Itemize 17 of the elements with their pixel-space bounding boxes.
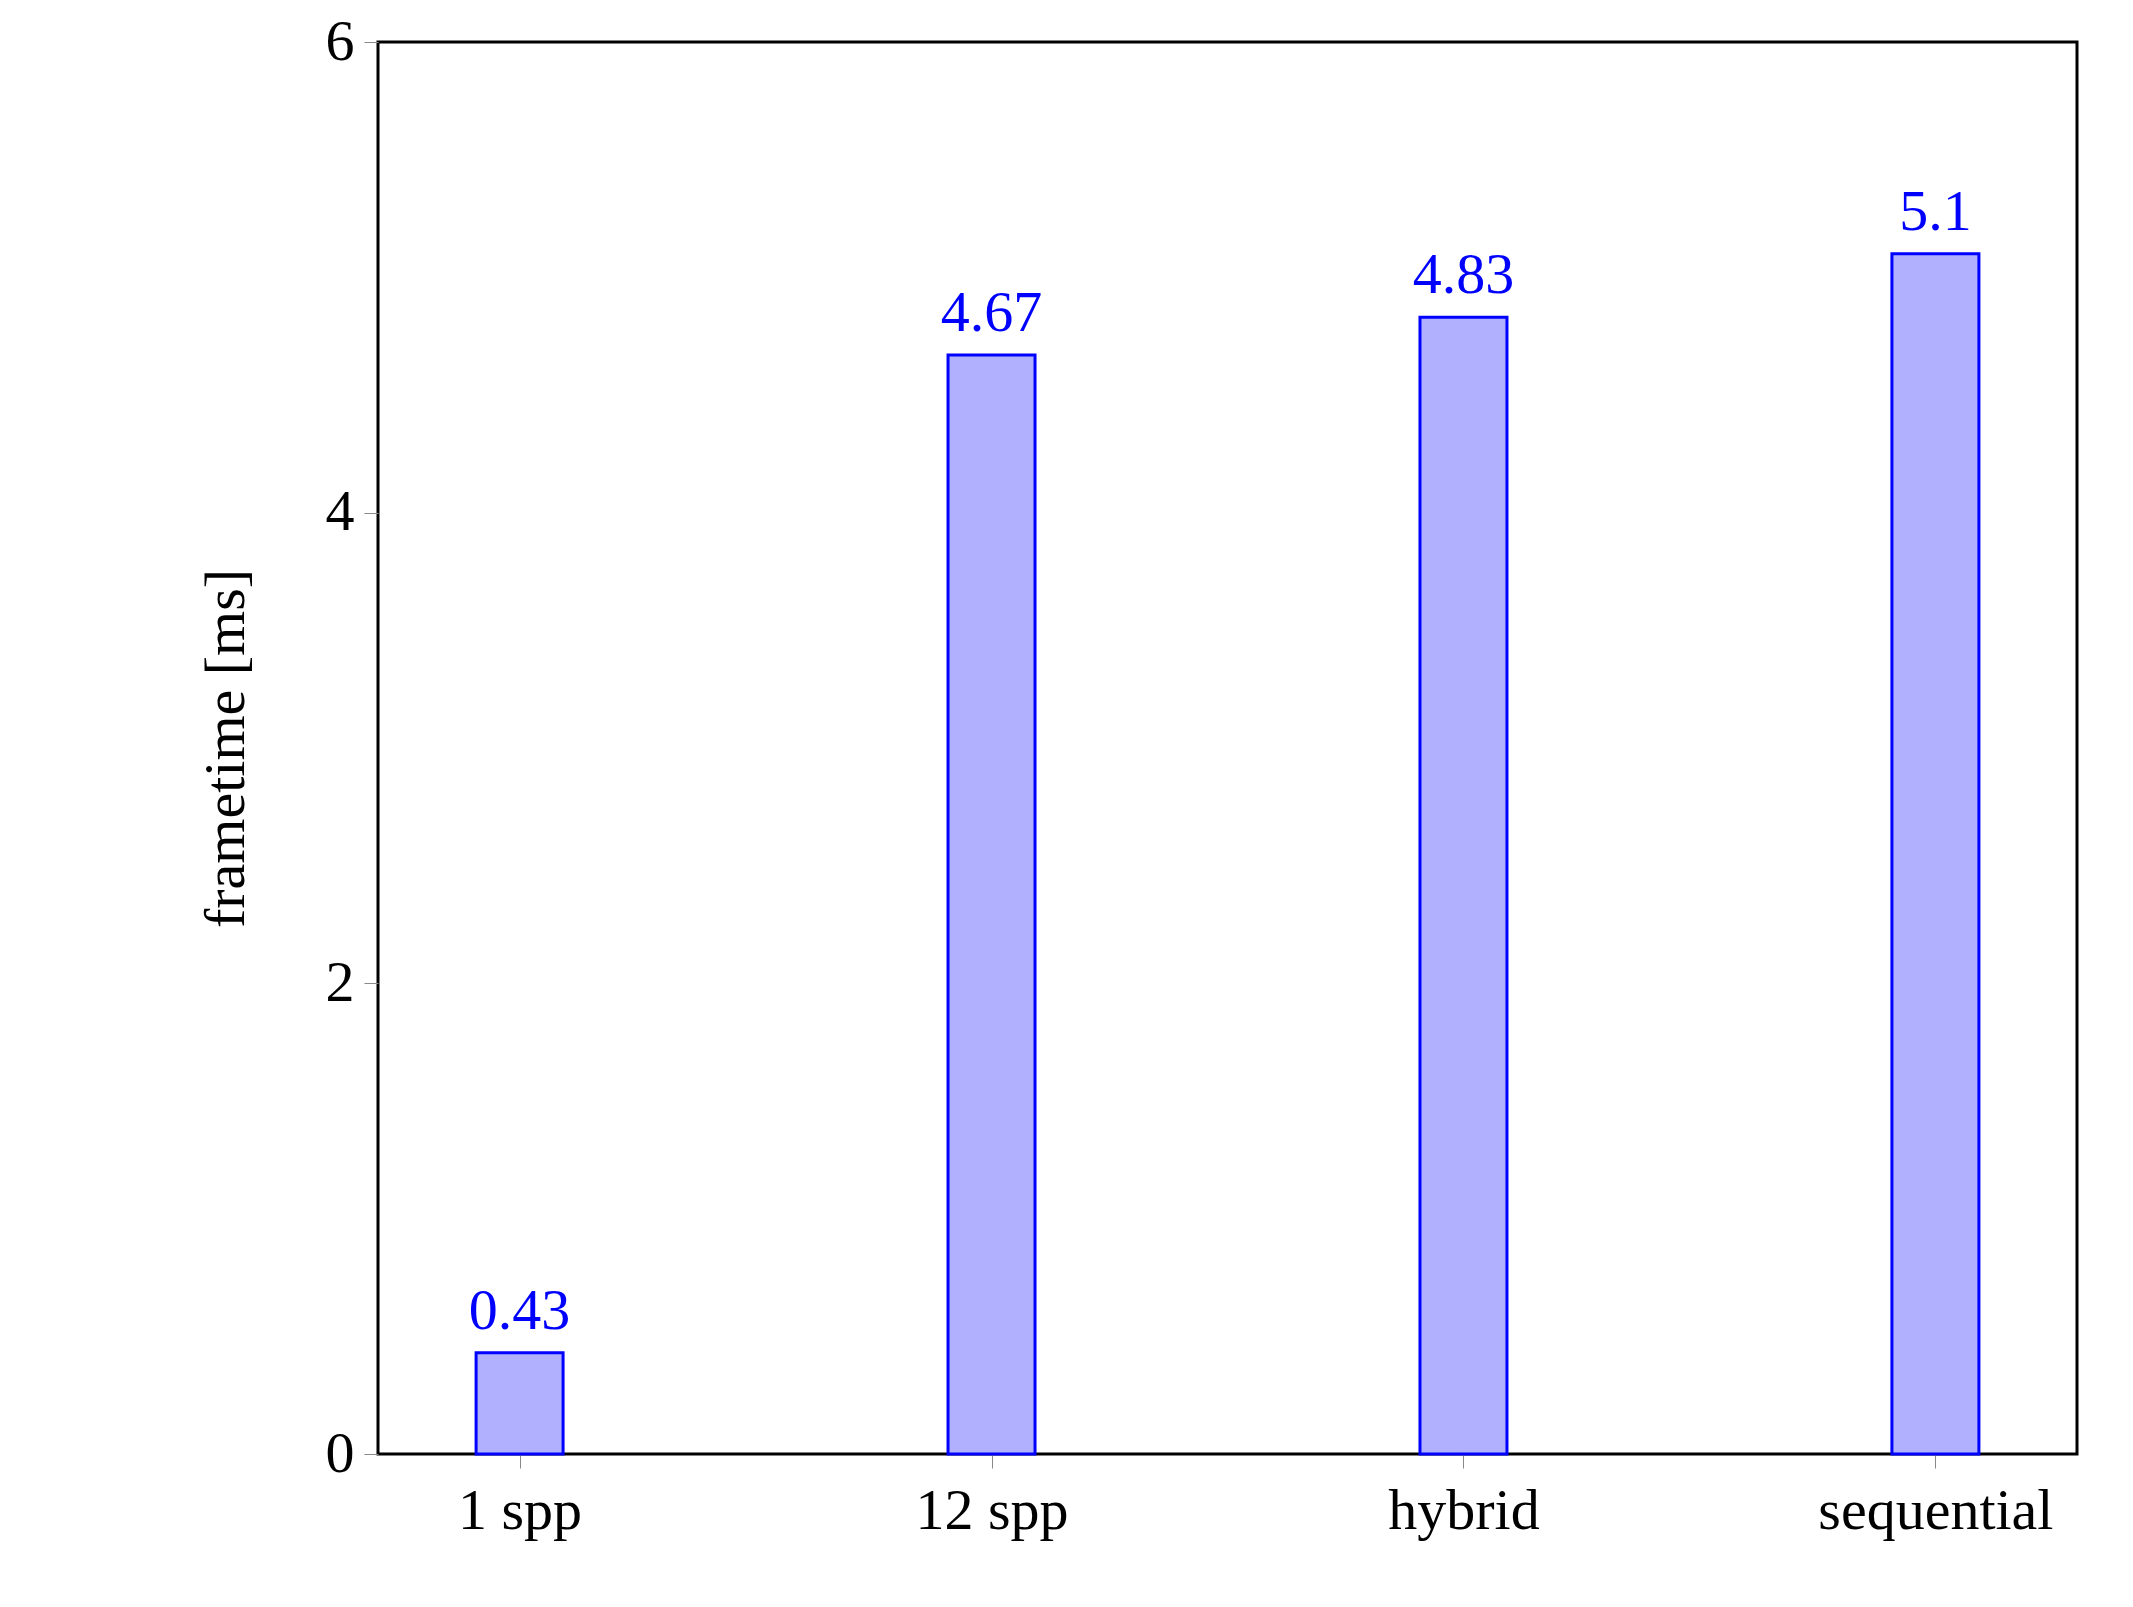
y-tick-label: 4 [325,478,355,544]
bar [1418,315,1509,1456]
bar [474,1351,565,1456]
data-label: 5.1 [1899,177,1972,243]
data-label: 4.67 [940,278,1043,344]
y-tick-label: 0 [325,1419,355,1485]
bar [946,353,1037,1456]
bar [1890,252,1981,1456]
y-axis-title: frametime [ms] [191,568,257,929]
x-tick-label: hybrid [1388,1476,1540,1542]
data-label: 0.43 [468,1276,571,1342]
data-label: 4.83 [1412,241,1515,307]
x-tick-label: 12 spp [915,1476,1069,1542]
x-tick-label: sequential [1818,1476,2054,1542]
y-tick-label: 6 [325,7,355,73]
y-tick-label: 2 [325,948,355,1014]
x-tick-label: 1 spp [458,1476,583,1542]
